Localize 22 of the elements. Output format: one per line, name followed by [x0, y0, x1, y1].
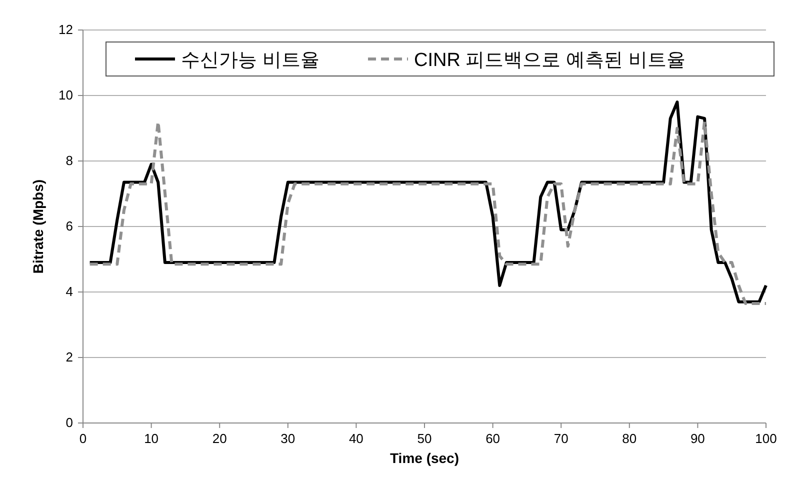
- x-tick-label: 40: [348, 431, 364, 446]
- legend-label: CINR 피드백으로 예측된 비트율: [414, 50, 686, 71]
- x-tick-label: 30: [280, 431, 296, 446]
- y-tick-label: 4: [66, 284, 73, 299]
- y-tick-label: 10: [58, 88, 73, 102]
- x-tick-label: 70: [554, 431, 568, 446]
- x-tick-label: 100: [755, 431, 777, 446]
- x-tick-label: 80: [622, 431, 637, 446]
- x-tick-label: 10: [144, 431, 159, 446]
- y-tick-label: 6: [66, 218, 73, 234]
- x-tick-label: 20: [212, 431, 227, 446]
- x-tick-label: 50: [417, 431, 432, 446]
- y-tick-label: 8: [66, 153, 73, 168]
- x-axis-title: Time (sec): [390, 450, 459, 466]
- y-tick-label: 12: [58, 22, 73, 37]
- y-tick-label: 2: [66, 350, 73, 364]
- x-tick-label: 60: [486, 431, 500, 446]
- x-tick-label: 0: [79, 431, 87, 446]
- y-tick-label: 0: [66, 415, 73, 430]
- y-axis-title: Bitrate (Mpbs): [30, 179, 46, 274]
- x-tick-label: 90: [690, 431, 705, 446]
- legend-label: 수신가능 비트율: [181, 50, 320, 71]
